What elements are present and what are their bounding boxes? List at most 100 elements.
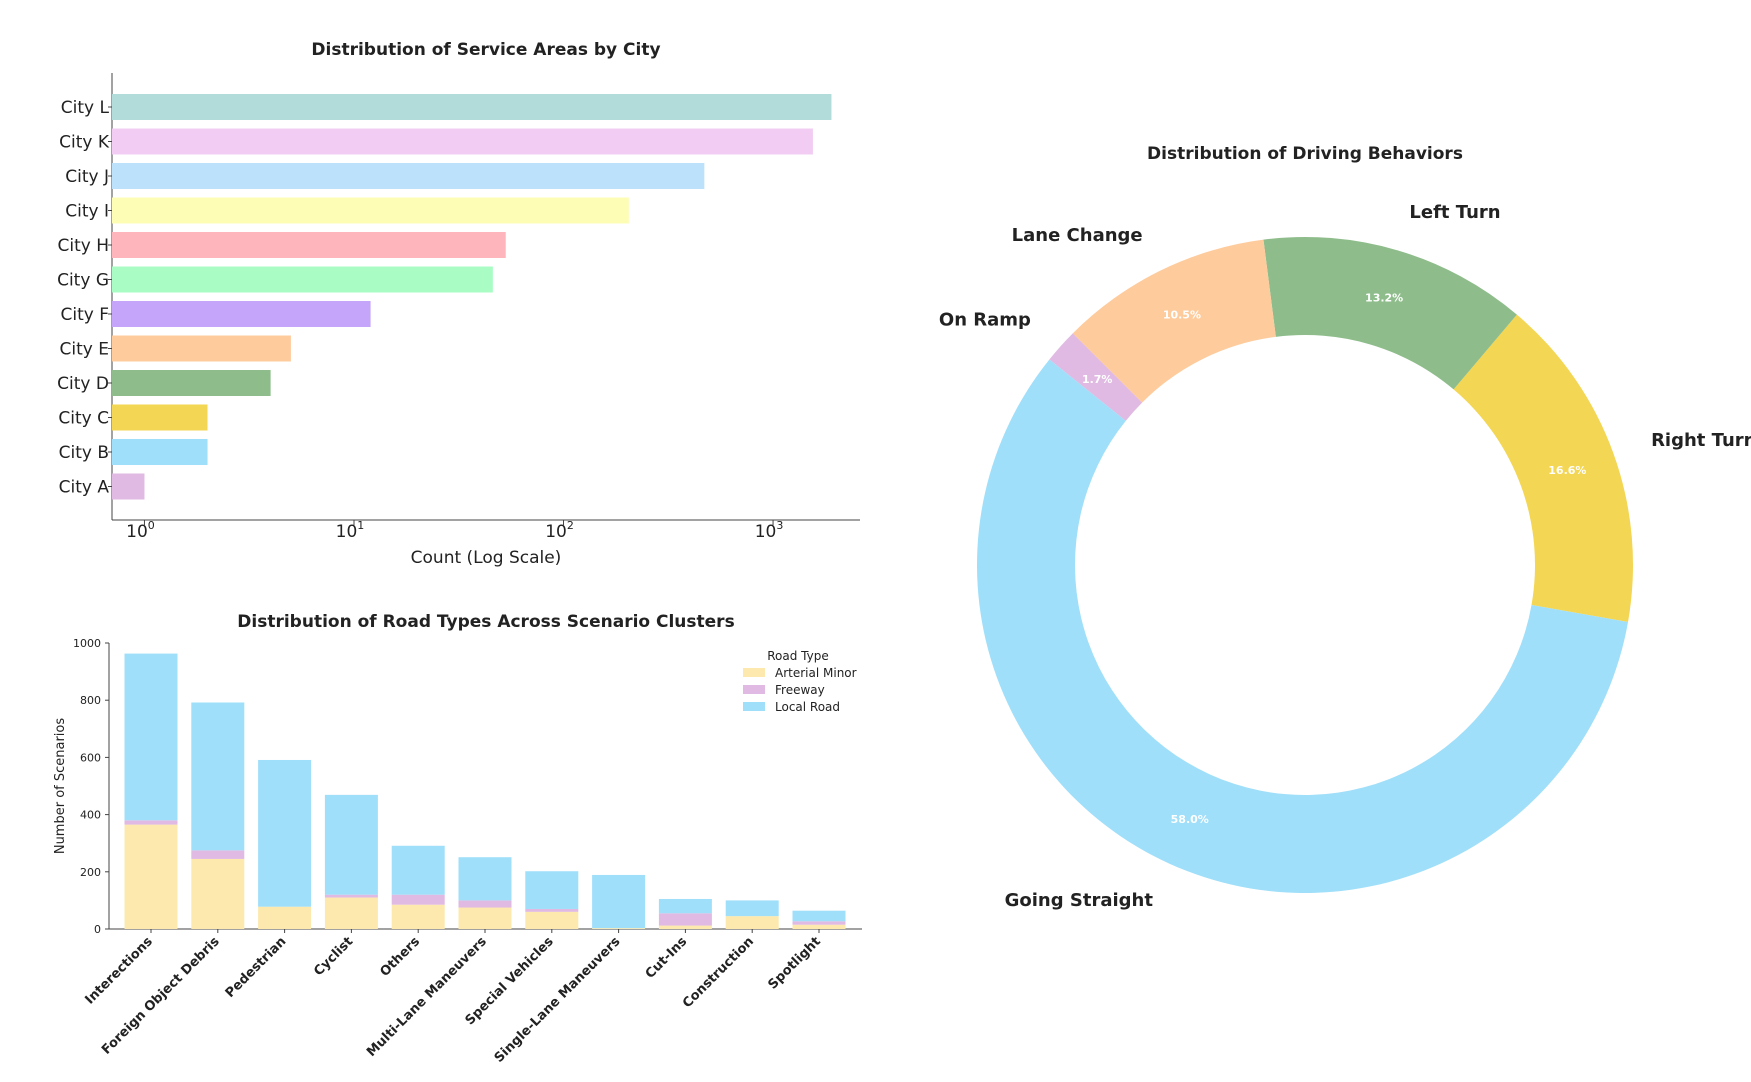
category-label: Construction <box>680 934 757 1011</box>
x-tick-exponent: 2 <box>567 519 574 532</box>
road-types-chart: Distribution of Road Types Across Scenar… <box>53 612 862 1066</box>
category-label: Cyclist <box>311 934 356 979</box>
city-label: City H <box>57 236 109 256</box>
service-areas-x-label: Count (Log Scale) <box>411 548 562 568</box>
service-bar-city-e <box>112 335 291 362</box>
service-bar-city-d <box>112 370 271 396</box>
bar-local-road <box>792 910 846 922</box>
category-label: Pedestrian <box>223 934 290 1001</box>
bar-local-road <box>324 794 378 895</box>
bar-local-road <box>658 898 712 914</box>
wedge-pct-label: 13.2% <box>1365 291 1403 304</box>
bar-arterial-minor <box>725 916 779 929</box>
city-label: City K <box>59 133 110 153</box>
x-tick-exponent: 0 <box>148 519 155 532</box>
category-label: Interections <box>83 934 156 1007</box>
bar-arterial-minor <box>191 858 245 929</box>
bar-local-road <box>458 857 512 901</box>
category-label: Cut-Ins <box>643 934 691 982</box>
category-label: Others <box>377 934 423 980</box>
wedge-label: Right Turn <box>1651 430 1751 451</box>
service-bar-city-c <box>112 404 208 431</box>
y-tick-label: 400 <box>80 809 101 822</box>
city-label: City G <box>57 271 109 291</box>
bar-freeway <box>458 900 512 908</box>
road-types-y-label: Number of Scenarios <box>53 718 68 855</box>
y-tick-label: 600 <box>80 751 101 764</box>
legend-swatch <box>743 685 765 694</box>
bar-local-road <box>391 845 445 895</box>
bar-arterial-minor <box>391 904 445 929</box>
y-tick-label: 0 <box>94 923 101 936</box>
category-label: Multi-Lane Maneuvers <box>364 934 490 1060</box>
bar-arterial-minor <box>458 907 512 929</box>
x-tick-label: 100 <box>126 519 155 542</box>
x-tick-exponent: 1 <box>357 519 364 532</box>
wedge-left-turn <box>1263 237 1517 390</box>
service-bar-city-i <box>112 197 629 224</box>
wedge-label: On Ramp <box>939 309 1031 330</box>
service-bar-city-l <box>112 94 832 120</box>
legend-entry: Local Road <box>775 700 840 714</box>
legend-title: Road Type <box>767 649 829 663</box>
wedge-pct-label: 1.7% <box>1082 373 1113 386</box>
service-bar-city-f <box>112 301 371 327</box>
city-label: City J <box>65 167 109 187</box>
x-tick-label: 101 <box>336 519 365 542</box>
service-bar-city-j <box>112 163 705 189</box>
bar-freeway <box>191 850 245 859</box>
legend-entry: Arterial Minor <box>775 666 857 680</box>
service-bar-city-h <box>112 232 506 258</box>
bar-arterial-minor <box>592 928 646 929</box>
x-tick-exponent: 3 <box>776 519 783 532</box>
road-types-title: Distribution of Road Types Across Scenar… <box>237 612 734 632</box>
bar-arterial-minor <box>124 824 178 929</box>
bar-freeway <box>525 908 579 912</box>
city-label: City L <box>61 98 110 118</box>
wedge-label: Going Straight <box>1005 890 1154 911</box>
city-label: City I <box>65 202 109 222</box>
bar-local-road <box>725 900 779 917</box>
service-bar-city-g <box>112 266 493 293</box>
wedge-on-ramp <box>1049 333 1143 421</box>
bar-local-road <box>592 874 646 929</box>
city-label: City A <box>59 478 110 498</box>
y-tick-label: 200 <box>80 866 101 879</box>
city-label: City E <box>60 340 109 360</box>
y-tick-label: 1000 <box>73 637 101 650</box>
city-label: City C <box>58 409 109 429</box>
legend-swatch <box>743 702 765 711</box>
bar-freeway <box>792 921 846 925</box>
road-types-legend: Road Type Arterial Minor Freeway Local Roa… <box>743 649 857 714</box>
legend-entry: Freeway <box>775 683 825 697</box>
driving-behaviors-title: Distribution of Driving Behaviors <box>1147 144 1463 164</box>
bar-freeway <box>124 820 178 825</box>
bar-local-road <box>124 653 178 821</box>
bar-arterial-minor <box>792 924 846 929</box>
y-tick-label: 800 <box>80 694 101 707</box>
x-tick-label: 102 <box>545 519 574 542</box>
category-label: Spotlight <box>765 934 823 992</box>
wedge-going-straight <box>976 359 1629 893</box>
bar-arterial-minor <box>258 906 312 929</box>
bar-arterial-minor <box>658 925 712 929</box>
service-areas-chart: Distribution of Service Areas by City Ci… <box>57 40 860 568</box>
city-label: City B <box>59 443 109 463</box>
wedge-pct-label: 10.5% <box>1163 309 1201 322</box>
wedge-pct-label: 58.0% <box>1171 813 1209 826</box>
category-label: Single-Lane Maneuvers <box>492 934 624 1066</box>
city-label: City D <box>57 374 109 394</box>
bar-local-road <box>525 871 579 909</box>
service-areas-title: Distribution of Service Areas by City <box>311 40 660 60</box>
wedge-label: Lane Change <box>1012 225 1143 246</box>
bar-local-road <box>191 702 245 851</box>
bar-arterial-minor <box>525 911 579 929</box>
driving-behaviors-chart: Distribution of Driving Behaviors 16.6% R… <box>939 144 1751 911</box>
bar-arterial-minor <box>324 897 378 929</box>
bar-freeway <box>324 894 378 898</box>
x-tick-label: 103 <box>755 519 784 542</box>
wedge-label: Left Turn <box>1409 202 1500 223</box>
bar-freeway <box>391 894 445 905</box>
service-bar-city-k <box>112 128 813 155</box>
